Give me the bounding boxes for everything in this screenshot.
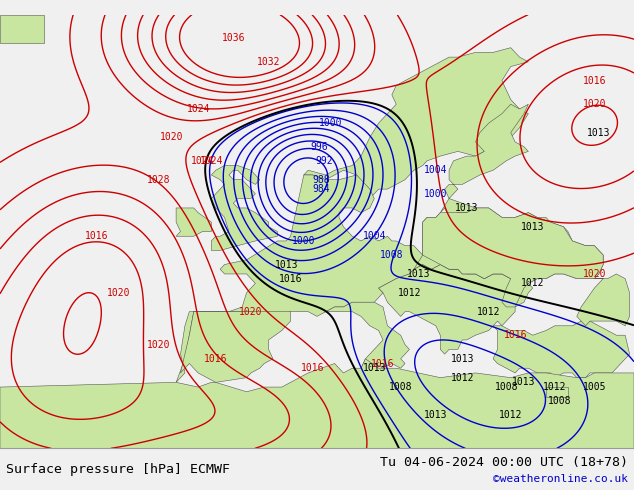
Text: 1016: 1016: [279, 273, 302, 284]
Text: 1016: 1016: [583, 75, 606, 86]
Text: 1013: 1013: [512, 377, 536, 388]
Text: 1036: 1036: [222, 33, 245, 43]
Text: 1013: 1013: [451, 354, 474, 364]
Text: 992: 992: [315, 156, 333, 166]
Text: ©weatheronline.co.uk: ©weatheronline.co.uk: [493, 474, 628, 484]
Text: 1012: 1012: [543, 382, 567, 392]
Text: 1000: 1000: [318, 118, 342, 128]
Text: 1020: 1020: [583, 99, 606, 109]
Text: 1000: 1000: [424, 189, 448, 199]
Text: 1004: 1004: [363, 231, 386, 241]
Text: Surface pressure [hPa] ECMWF: Surface pressure [hPa] ECMWF: [6, 463, 230, 476]
Text: 1020: 1020: [160, 132, 183, 142]
Text: 1013: 1013: [275, 260, 298, 270]
Text: 1008: 1008: [389, 382, 412, 392]
Text: 1013: 1013: [455, 203, 479, 213]
Text: 996: 996: [310, 142, 328, 152]
Text: 1020: 1020: [107, 288, 131, 298]
Text: 1004: 1004: [424, 165, 448, 175]
Text: 1024: 1024: [200, 156, 223, 166]
Text: 1016: 1016: [204, 354, 228, 364]
Text: Tu 04-06-2024 00:00 UTC (18+78): Tu 04-06-2024 00:00 UTC (18+78): [380, 456, 628, 469]
Text: 1012: 1012: [499, 410, 522, 420]
Text: 1020: 1020: [583, 269, 606, 279]
Text: 1020: 1020: [239, 307, 262, 317]
Text: 1016: 1016: [372, 359, 395, 368]
Text: 1024: 1024: [191, 156, 214, 166]
Text: 1012: 1012: [398, 288, 421, 298]
Text: 1008: 1008: [380, 250, 404, 260]
Text: 1008: 1008: [547, 396, 571, 406]
Text: 1016: 1016: [85, 231, 108, 241]
Text: 1013: 1013: [363, 363, 386, 373]
Text: 1013: 1013: [521, 222, 545, 232]
Text: 1013: 1013: [406, 269, 430, 279]
Text: 1024: 1024: [186, 104, 210, 114]
Text: 1016: 1016: [503, 330, 527, 340]
Text: 1013: 1013: [424, 410, 448, 420]
Text: 1016: 1016: [301, 363, 325, 373]
Text: 1028: 1028: [146, 174, 171, 185]
Text: 1012: 1012: [521, 278, 545, 289]
Text: 984: 984: [313, 184, 330, 194]
Text: 1020: 1020: [146, 340, 171, 350]
Text: 1012: 1012: [451, 373, 474, 383]
Text: 1005: 1005: [583, 382, 606, 392]
Text: 1008: 1008: [495, 382, 518, 392]
Text: 1032: 1032: [257, 57, 280, 67]
Text: 1013: 1013: [587, 127, 611, 138]
Text: 1000: 1000: [292, 236, 316, 246]
Text: 988: 988: [313, 174, 330, 185]
Text: 1012: 1012: [477, 307, 500, 317]
